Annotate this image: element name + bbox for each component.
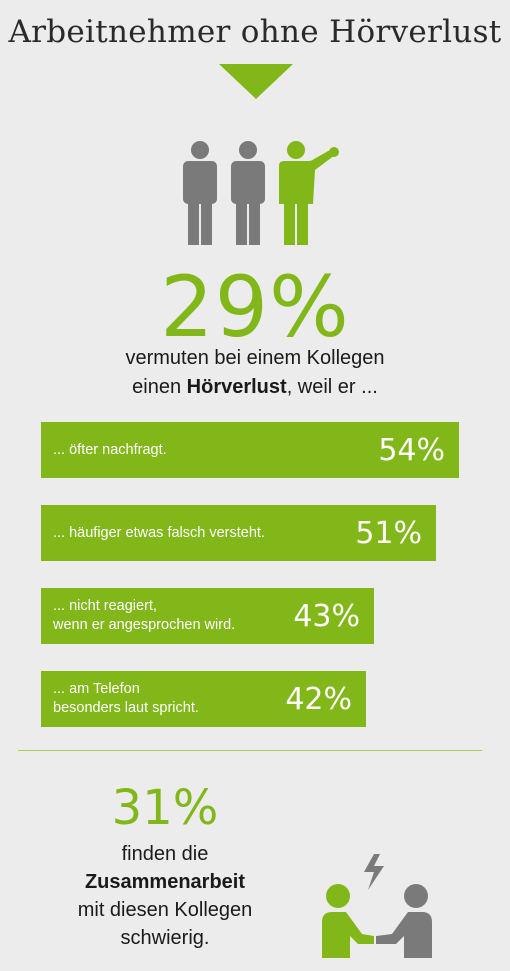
bar: ... öfter nachfragt. 54% xyxy=(41,422,459,478)
bar: ... am Telefon besonders laut spricht. 42… xyxy=(41,671,366,727)
page-title: Arbeitnehmer ohne Hörverlust xyxy=(8,14,502,50)
bar-value-label: 42% xyxy=(285,681,352,717)
three-people-icon xyxy=(183,141,339,245)
secondary-percentage: 31% xyxy=(111,780,219,836)
bar-label: ... nicht reagiert, wenn er angesprochen… xyxy=(53,598,236,633)
bar: ... nicht reagiert, wenn er angesprochen… xyxy=(41,588,374,644)
secondary-line4: schwierig. xyxy=(120,927,210,949)
secondary-text: finden die Zusammenarbeit mit diesen Kol… xyxy=(50,840,280,952)
bar-value-label: 43% xyxy=(293,598,360,634)
secondary-line3: mit diesen Kollegen xyxy=(77,899,253,921)
bar: ... häufiger etwas falsch versteht. 51% xyxy=(41,505,436,561)
bar-label: ... öfter nachfragt. xyxy=(53,441,167,458)
headline-line2-bold: Hörverlust xyxy=(186,376,287,398)
headline-percentage: 29% xyxy=(160,258,350,356)
bar-label: ... am Telefon besonders laut spricht. xyxy=(53,681,199,716)
bar-label: ... häufiger etwas falsch versteht. xyxy=(53,524,265,541)
bar-value-label: 51% xyxy=(355,515,422,551)
headline-line2: einen Hörverlust, weil er ... xyxy=(0,373,510,402)
secondary-line1: finden die xyxy=(121,843,209,865)
headline-line2-post: , weil er ... xyxy=(286,376,378,398)
headline-line1: vermuten bei einem Kollegen xyxy=(125,347,385,369)
bar-value-label: 54% xyxy=(378,432,445,468)
headline-text: vermuten bei einem Kollegen einen Hörver… xyxy=(0,344,510,402)
secondary-line2-bold: Zusammenarbeit xyxy=(84,871,246,893)
headline-line2-pre: einen xyxy=(132,376,187,398)
two-people-conflict-icon xyxy=(322,854,432,958)
divider xyxy=(18,750,482,751)
down-arrow-icon xyxy=(219,64,293,99)
